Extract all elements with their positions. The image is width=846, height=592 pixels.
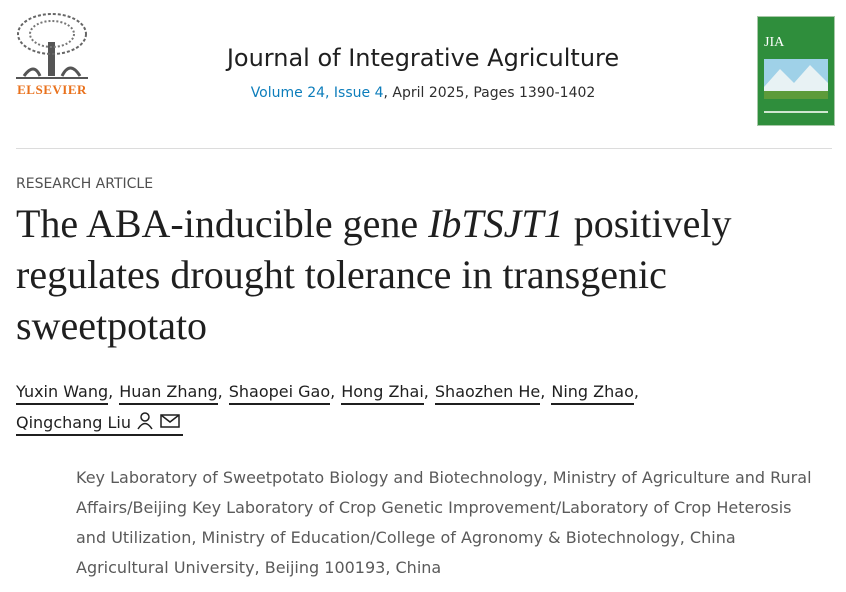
author-separator: ,	[633, 382, 639, 401]
author-separator: ,	[423, 382, 429, 401]
affiliation: Key Laboratory of Sweetpotato Biology an…	[76, 468, 812, 577]
author-list: Yuxin Wang, Huan Zhang, Shaopei Gao, Hong Z…	[16, 376, 776, 438]
author-link[interactable]: Qingchang Liu	[16, 412, 183, 436]
date-pages: , April 2025, Pages 1390-1402	[383, 85, 596, 101]
author-link[interactable]: Shaopei Gao	[228, 381, 331, 405]
issue-info: Volume 24, Issue 4, April 2025, Pages 13…	[150, 85, 696, 101]
publisher: ELSEVIER	[17, 82, 87, 97]
title-text: positively regulates drought tolerance i…	[16, 201, 732, 348]
author-separator: ,	[217, 382, 223, 401]
article-title: The ABA-inducible gene IbTSJT1 positivel…	[16, 198, 816, 351]
cover-label: JIA	[764, 35, 785, 50]
author-separator: ,	[108, 382, 114, 401]
author-separator: ,	[330, 382, 336, 401]
author-link[interactable]: Hong Zhai	[341, 381, 424, 405]
author-link[interactable]: Huan Zhang	[119, 381, 218, 405]
elsevier-logo	[16, 13, 88, 79]
cover-art	[764, 59, 828, 113]
article-type: RESEARCH ARTICLE	[16, 176, 154, 192]
journal-title[interactable]: Journal of Integrative Agriculture	[226, 44, 620, 72]
author-link[interactable]: Shaozhen He	[434, 381, 541, 405]
author-separator: ,	[540, 382, 546, 401]
volume-issue-link[interactable]: Volume 24, Issue 4	[250, 85, 384, 101]
author-icons[interactable]	[137, 412, 183, 430]
journal-cover[interactable]: JIA	[757, 16, 835, 126]
title-text: The ABA-inducible gene	[16, 201, 429, 246]
gene-name: IbTSJT1	[428, 201, 564, 246]
author-link[interactable]: Yuxin Wang	[16, 381, 109, 405]
divider	[16, 148, 832, 149]
author-link[interactable]: Ning Zhao	[551, 381, 634, 405]
